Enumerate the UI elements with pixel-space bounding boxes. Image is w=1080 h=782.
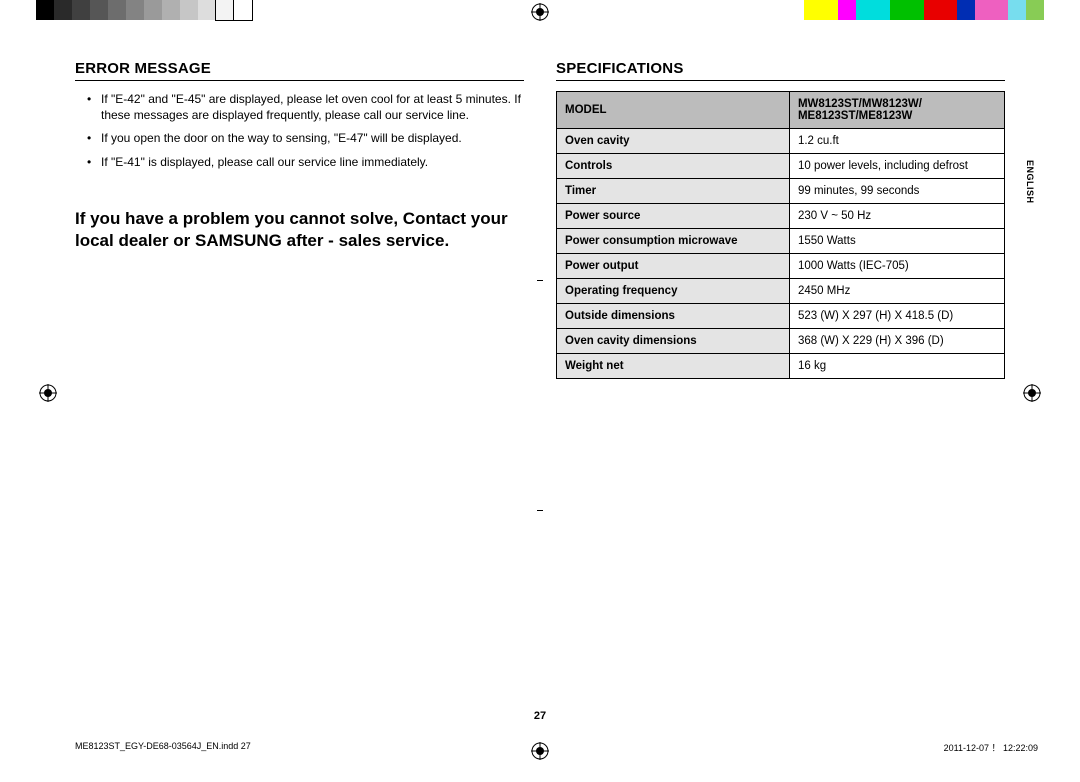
footer-timestamp: 2011-12-07 ！ 12:22:09 [944,741,1038,754]
color-swatch [36,0,54,20]
registration-mark-icon [531,3,549,21]
color-swatch [1008,0,1026,20]
color-swatch [856,0,890,20]
calibration-bar-right [804,0,1044,20]
error-bullet-list: If "E-42" and "E-45" are displayed, plea… [87,91,524,170]
list-item: If "E-41" is displayed, please call our … [87,154,524,170]
color-swatch [54,0,72,20]
table-row: Controls10 power levels, including defro… [557,154,1005,179]
table-row: Power source230 V ~ 50 Hz [557,204,1005,229]
page-number: 27 [0,710,1080,722]
left-column: Error Message If "E-42" and "E-45" are d… [75,60,524,722]
color-swatch [234,0,252,20]
specifications-heading: Specifications [556,60,1005,81]
error-message-heading: Error Message [75,60,524,81]
header-model: MODEL [557,92,790,129]
table-row: Outside dimensions523 (W) X 297 (H) X 41… [557,304,1005,329]
table-row: Power consumption microwave1550 Watts [557,229,1005,254]
color-swatch [924,0,957,20]
service-callout: If you have a problem you cannot solve, … [75,208,514,252]
language-tab: ENGLISH [1025,160,1035,204]
right-column: Specifications MODEL MW8123ST/MW8123W/ M… [556,60,1005,722]
list-item: If you open the door on the way to sensi… [87,130,524,146]
footer: ME8123ST_EGY-DE68-03564J_EN.indd 27 2011… [75,741,1038,754]
table-row: Oven cavity1.2 cu.ft [557,129,1005,154]
color-swatch [838,0,856,20]
color-swatch [804,0,838,20]
color-swatch [957,0,975,20]
calibration-bar-left [36,0,252,20]
color-swatch [162,0,180,20]
color-swatch [180,0,198,20]
color-swatch [108,0,126,20]
table-header-row: MODEL MW8123ST/MW8123W/ ME8123ST/ME8123W [557,92,1005,129]
color-swatch [975,0,1008,20]
table-row: Oven cavity dimensions368 (W) X 229 (H) … [557,329,1005,354]
header-model-numbers: MW8123ST/MW8123W/ ME8123ST/ME8123W [789,92,1004,129]
table-row: Operating frequency2450 MHz [557,279,1005,304]
table-row: Power output1000 Watts (IEC-705) [557,254,1005,279]
footer-filename: ME8123ST_EGY-DE68-03564J_EN.indd 27 [75,741,251,754]
list-item: If "E-42" and "E-45" are displayed, plea… [87,91,524,123]
color-swatch [144,0,162,20]
color-swatch [90,0,108,20]
table-row: Weight net16 kg [557,354,1005,379]
specifications-table: MODEL MW8123ST/MW8123W/ ME8123ST/ME8123W… [556,91,1005,379]
table-row: Timer99 minutes, 99 seconds [557,179,1005,204]
color-swatch [1026,0,1044,20]
registration-mark-icon [39,384,57,402]
color-swatch [126,0,144,20]
color-swatch [890,0,924,20]
page-content: Error Message If "E-42" and "E-45" are d… [75,60,1005,722]
color-swatch [216,0,234,20]
color-swatch [198,0,216,20]
registration-mark-icon [1023,384,1041,402]
color-swatch [72,0,90,20]
